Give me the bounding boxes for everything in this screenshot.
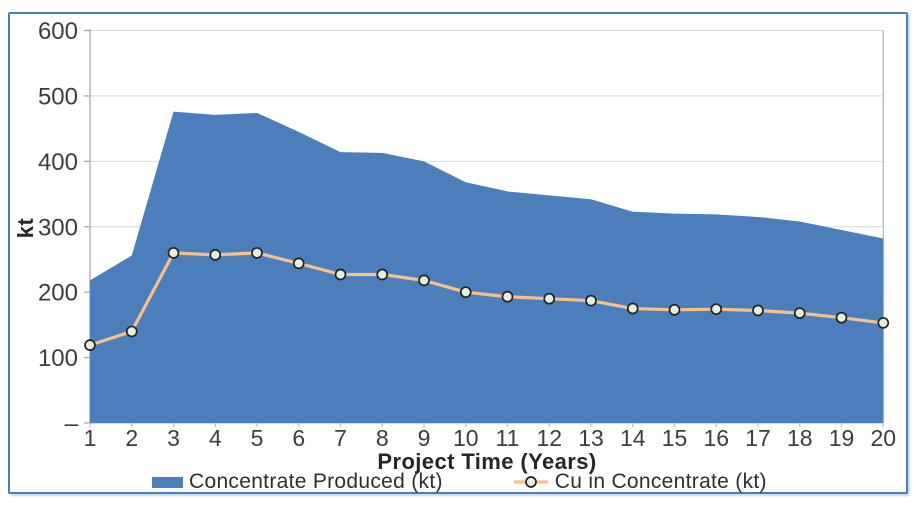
data-point-marker [209,249,222,261]
x-tick-label: 15 [662,425,688,451]
legend-marker [524,476,537,488]
x-tick-label: 7 [334,425,347,451]
data-point-marker [334,268,347,281]
y-tick-label: 200 [38,280,78,307]
x-tick-label: 4 [209,425,222,451]
x-tick-label: 17 [745,425,771,451]
data-point-marker [835,311,848,324]
legend-item-cu-in-concentrate: Cu in Concentrate (kt) [513,470,767,494]
x-tick-label: 5 [251,425,264,451]
x-tick-label: 1 [84,425,97,451]
y-tick-label: 300 [38,214,78,241]
data-point-marker [877,317,890,329]
data-point-marker [543,292,556,305]
data-point-marker [668,303,681,316]
x-tick-label: 2 [125,425,138,451]
x-tick-label: 19 [829,425,855,451]
legend-label-concentrate-produced: Concentrate Produced (kt) [189,470,443,493]
x-axis-title: Project Time (Years) [377,449,597,474]
data-point-marker [292,257,305,270]
x-tick-label: 20 [870,425,896,451]
x-tick-label: 12 [536,425,562,451]
y-axis-title: kt [13,217,38,239]
data-point-marker [501,290,514,303]
x-tick-label: 16 [703,425,729,451]
data-point-marker [376,268,389,281]
x-tick-label: 6 [292,425,305,451]
data-point-marker [585,294,597,307]
y-tick-label: – [65,411,79,438]
x-tick-label: 3 [167,425,180,451]
y-tick-label: 100 [38,345,78,372]
x-tick-label: 13 [578,425,604,451]
x-tick-label: 14 [620,425,646,451]
area-series-concentrate-produced [90,111,884,423]
y-tick-label: 400 [38,149,78,176]
x-tick-label: 18 [787,425,813,451]
y-tick-label: 500 [38,83,78,110]
line-marker-swatch-icon [513,476,548,488]
data-point-marker [793,307,806,319]
x-tick-label: 10 [453,425,479,451]
y-tick-label: 600 [38,18,78,45]
data-point-marker [752,304,764,317]
data-point-marker [626,302,639,315]
data-point-marker [710,303,723,316]
x-tick-label: 8 [376,425,389,451]
x-tick-label: 9 [418,425,431,451]
data-point-marker [125,325,138,338]
data-point-marker [251,247,263,259]
data-point-marker [459,286,472,299]
data-point-marker [167,247,180,259]
line-series-cu-in-concentrate [88,251,885,347]
legend-item-concentrate-produced: Concentrate Produced (kt) [152,470,443,494]
area-series-swatch-icon [152,476,183,488]
data-point-marker [418,274,430,287]
legend: Concentrate Produced (kt) Cu in Concentr… [152,470,767,494]
x-tick-label: 11 [496,425,520,451]
data-point-marker [84,339,96,352]
legend-label-cu-in-concentrate: Cu in Concentrate (kt) [554,470,767,493]
